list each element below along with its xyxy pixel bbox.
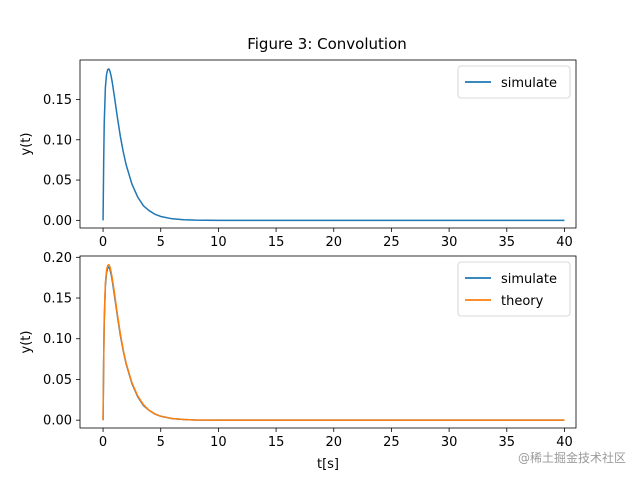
y-axis-label: y(t)	[19, 133, 34, 156]
legend-label-simulate: simulate	[501, 272, 557, 287]
y-tick-label: 0.15	[43, 93, 72, 108]
legend: simulate theory	[457, 261, 571, 317]
top-panel: 0 5 10 15 20 25 30 35 40 0.00 0.05 0.10 0.15 y(t) simu…	[19, 59, 577, 250]
x-tick-label: 5	[157, 235, 165, 250]
x-tick-label: 25	[383, 435, 400, 450]
y-tick-label: 0.15	[43, 292, 72, 307]
series-line-simulate	[102, 68, 565, 222]
x-tick-label: 5	[157, 435, 165, 450]
axes-frame	[79, 255, 577, 429]
x-tick-label: 10	[210, 235, 227, 250]
bottom-panel: 0 5 10 15 20 25 30 35 40 0.00 0.05 0.10 0.15 0.20 y(t)…	[19, 251, 577, 472]
x-tick-label: 15	[268, 435, 285, 450]
axes-frame	[79, 59, 577, 229]
legend-box	[457, 65, 571, 99]
x-tick-label: 20	[325, 435, 342, 450]
x-tick-label: 20	[325, 235, 342, 250]
x-axis-label: t[s]	[317, 457, 339, 472]
legend: simulate	[457, 65, 571, 99]
legend-box	[457, 261, 571, 317]
x-tick-label: 35	[499, 435, 516, 450]
series-line-theory	[102, 263, 565, 421]
x-tick-label: 0	[99, 435, 107, 450]
y-tick-label: 0.00	[43, 414, 72, 429]
x-tick-label: 10	[210, 435, 227, 450]
y-tick-label: 0.05	[43, 174, 72, 189]
y-tick-label: 0.20	[43, 251, 72, 266]
x-tick-label: 40	[556, 235, 573, 250]
x-tick-label: 40	[556, 435, 573, 450]
y-tick-label: 0.10	[43, 133, 72, 148]
x-tick-label: 35	[499, 235, 516, 250]
legend-label-theory: theory	[501, 294, 544, 309]
y-tick-label: 0.00	[43, 214, 72, 229]
y-tick-label: 0.05	[43, 373, 72, 388]
x-tick-label: 30	[441, 435, 458, 450]
x-tick-label: 25	[383, 235, 400, 250]
y-axis-label: y(t)	[19, 331, 34, 354]
x-tick-label: 15	[268, 235, 285, 250]
legend-label-simulate: simulate	[501, 76, 557, 91]
watermark: @稀土掘金技术社区	[518, 450, 626, 465]
x-tick-label: 0	[99, 235, 107, 250]
chart-title: Figure 3: Convolution	[247, 35, 407, 53]
y-tick-label: 0.10	[43, 332, 72, 347]
x-tick-label: 30	[441, 235, 458, 250]
